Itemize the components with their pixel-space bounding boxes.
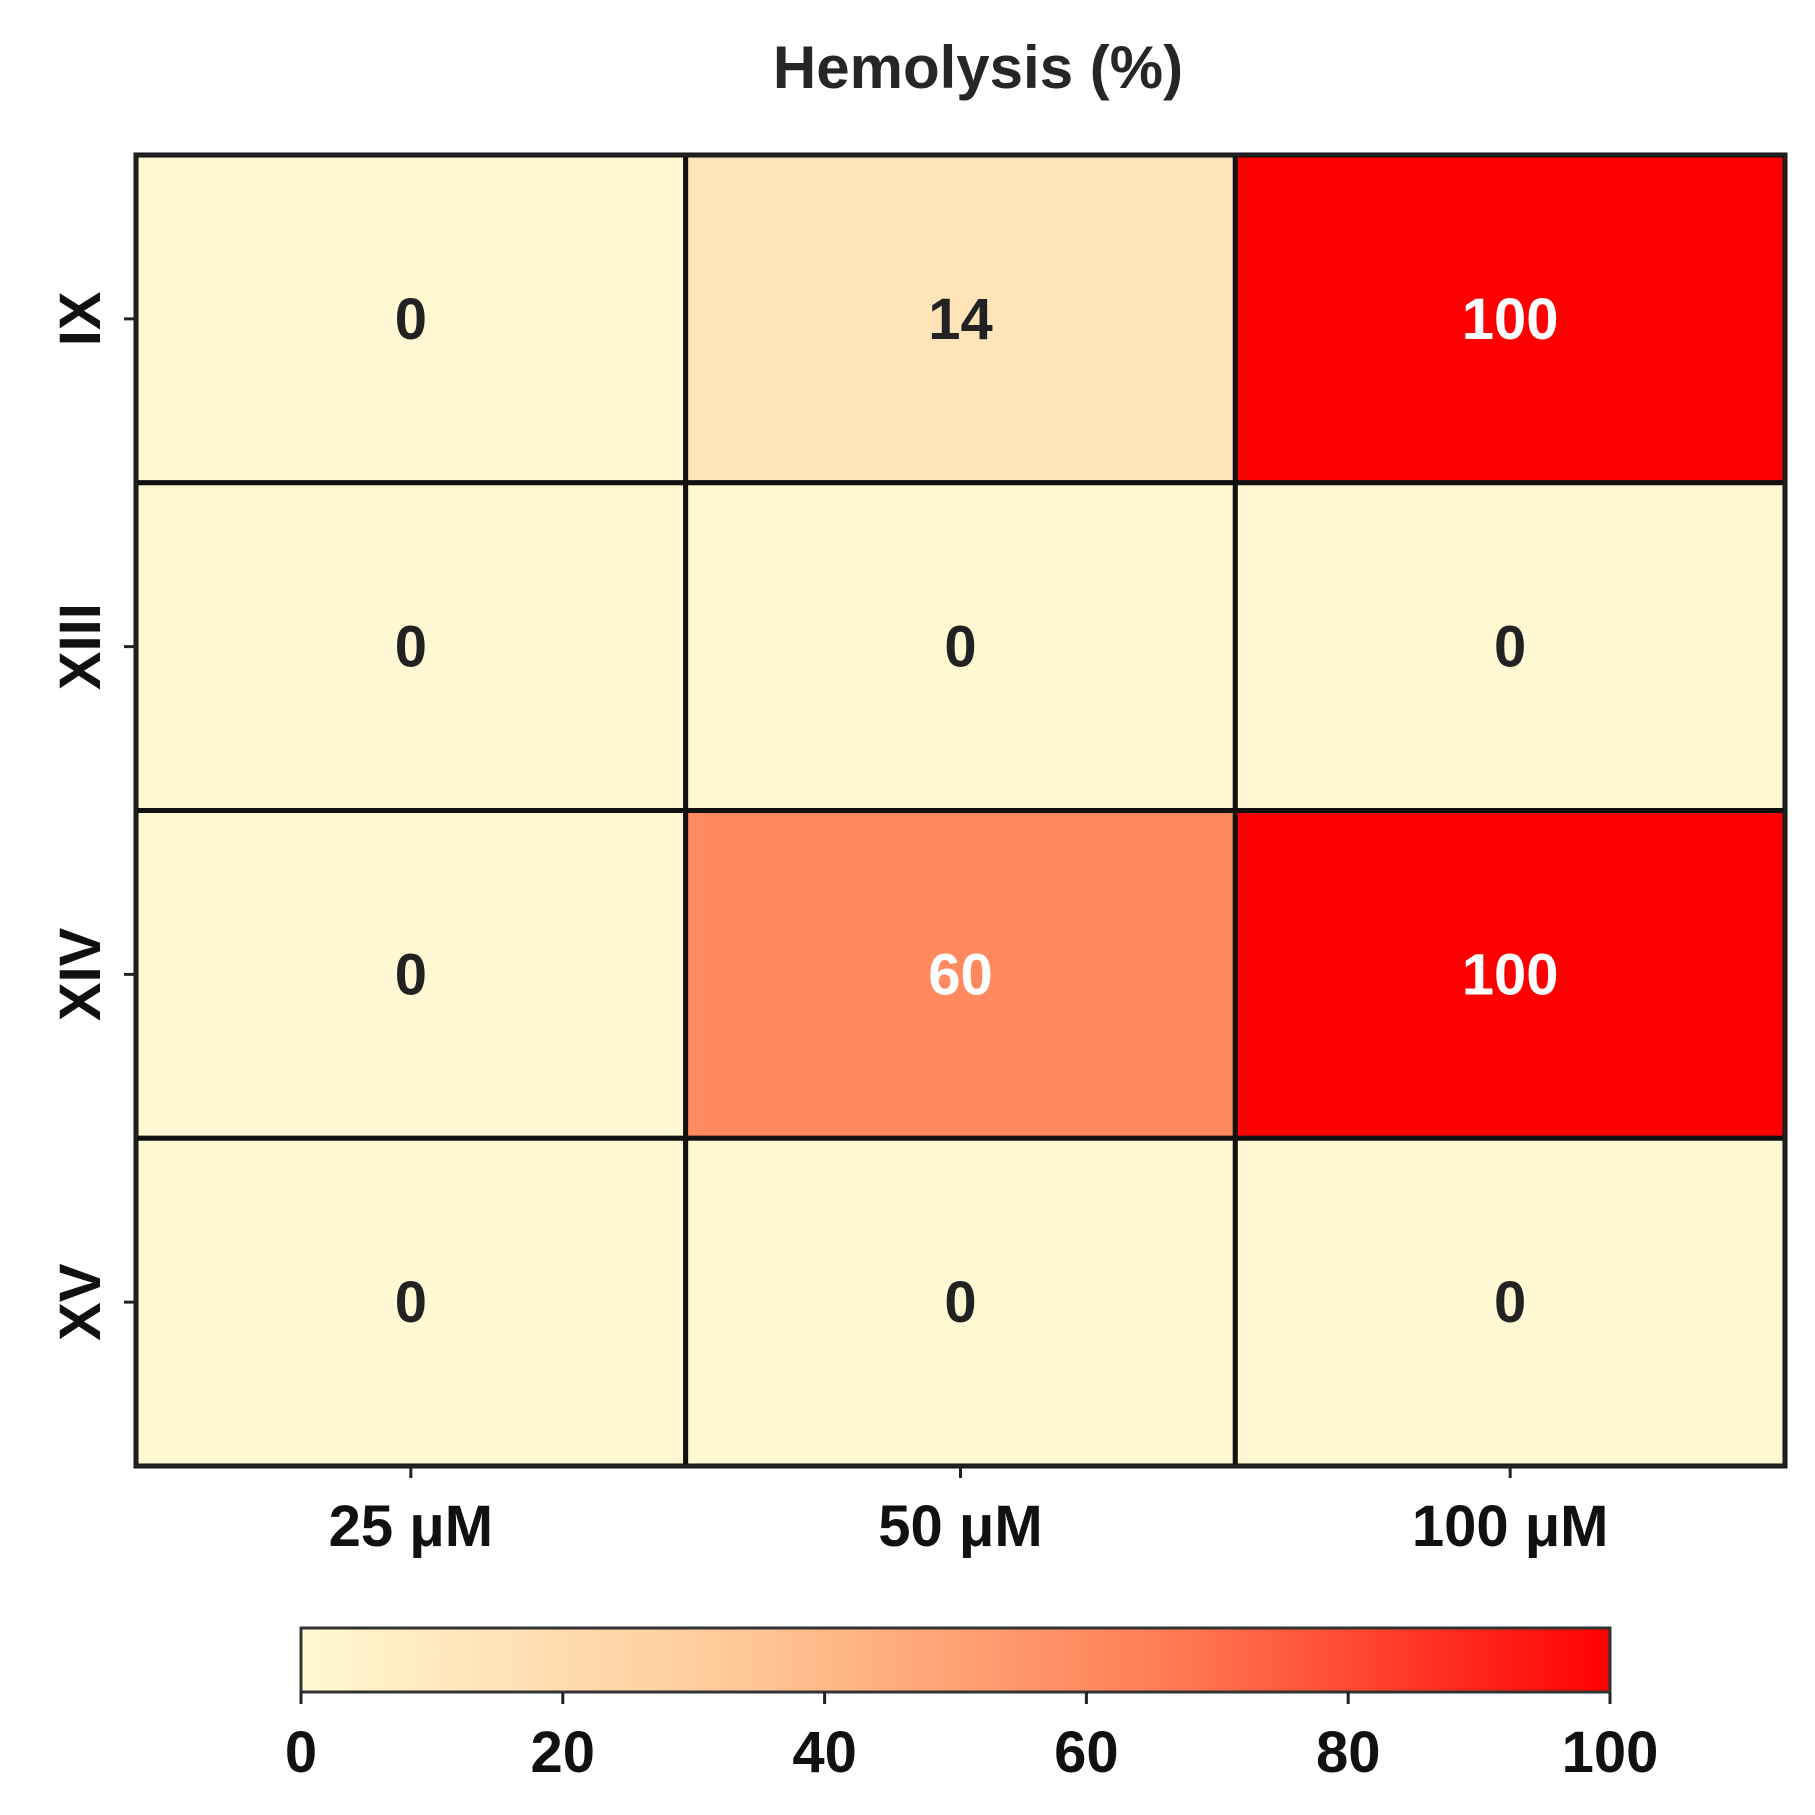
y-tick-label-xv: XV: [48, 1263, 113, 1341]
colorbar-tick-label-0: 0: [285, 1720, 317, 1785]
cell-value-xv-25-m: 0: [395, 1270, 427, 1335]
chart-title: Hemolysis (%): [773, 34, 1183, 101]
colorbar-gradient: [299, 1626, 1612, 1694]
heatmap-cell-xiii-25-m: [133, 480, 689, 813]
heatmap-cell-xv-25-m: [133, 1135, 689, 1469]
heatmap-cells: [133, 152, 1788, 1469]
x-axis: 25 μM 50 μM 100 μM: [329, 1466, 1609, 1559]
cell-value-xiv-25-m: 0: [395, 942, 427, 1007]
cell-value-ix-25-m: 0: [395, 287, 427, 352]
x-tick-label-25-m: 25 μM: [329, 1494, 493, 1559]
cell-value-xv-50-m: 0: [944, 1270, 976, 1335]
heatmap-cell-xiv-50-m: [683, 808, 1238, 1141]
heatmap-cell-xiii-50-m: [683, 480, 1238, 813]
cell-value-ix-100-m: 100: [1462, 287, 1559, 352]
y-axis: IX XIII XIV XV: [48, 291, 136, 1341]
colorbar-tick-label-100: 100: [1562, 1720, 1659, 1785]
x-tick-label-50-m: 50 μM: [878, 1494, 1042, 1559]
colorbar-tick-label-20: 20: [531, 1720, 596, 1785]
colorbar-tick-label-40: 40: [792, 1720, 857, 1785]
heatmap-cell-ix-25-m: [133, 152, 689, 486]
cell-value-xiii-100-m: 0: [1494, 615, 1526, 680]
y-tick-label-ix: IX: [48, 291, 113, 346]
colorbar-tick-label-80: 80: [1316, 1720, 1381, 1785]
cell-value-ix-50-m: 14: [928, 287, 993, 352]
colorbar: 0 20 40 60 80 100: [285, 1626, 1659, 1785]
cell-value-xiii-25-m: 0: [395, 615, 427, 680]
y-tick-label-xiii: XIII: [48, 603, 113, 690]
cell-value-xiii-50-m: 0: [944, 615, 976, 680]
colorbar-tick-label-60: 60: [1054, 1720, 1119, 1785]
x-tick-label-100-m: 100 μM: [1412, 1494, 1609, 1559]
heatmap-cell-ix-50-m: [683, 152, 1238, 486]
heatmap-cell-xv-100-m: [1232, 1135, 1788, 1469]
cell-value-xv-100-m: 0: [1494, 1270, 1526, 1335]
cell-value-xiv-50-m: 60: [928, 942, 993, 1007]
heatmap-cell-labels: 0 14 100 0 0 0 0 60 100 0 0 0: [395, 287, 1559, 1335]
cell-value-xiv-100-m: 100: [1462, 942, 1559, 1007]
heatmap-cell-xiii-100-m: [1232, 480, 1788, 813]
y-tick-label-xiv: XIV: [48, 927, 113, 1021]
